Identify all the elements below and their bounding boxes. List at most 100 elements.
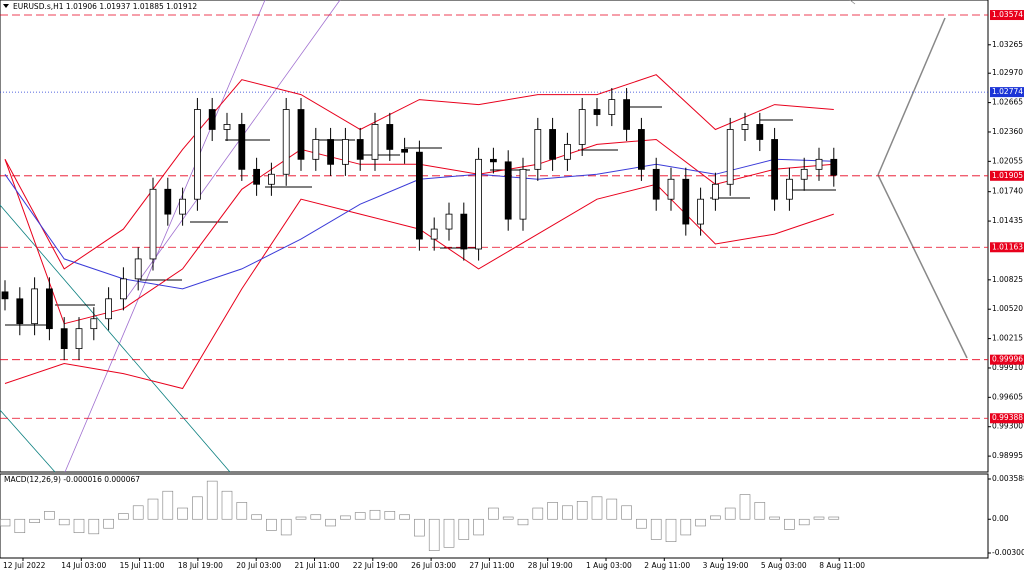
macd-bar: [29, 518, 40, 523]
level-label-box: [990, 242, 1024, 253]
y-tick-label: 1.02970: [992, 68, 1023, 77]
macd-bar: [58, 518, 70, 526]
macd-y-tick-label: 0.003588: [992, 474, 1024, 483]
y-tick-label: 0.99300: [992, 422, 1023, 431]
x-tick-label: 1 Aug 03:00: [586, 561, 632, 570]
candle-body: [741, 124, 749, 130]
candle-body: [253, 168, 261, 185]
level-label: 1.01905: [992, 171, 1023, 180]
candle-body: [415, 151, 423, 240]
x-tick-label: 22 Jul 19:00: [353, 561, 398, 570]
macd-bar: [488, 507, 499, 520]
macd-bar: [206, 480, 218, 520]
macd-bar: [769, 516, 780, 520]
chart-title: EURUSD.s,H1 1.01906 1.01937 1.01885 1.01…: [13, 2, 197, 11]
candle-body: [726, 129, 734, 185]
macd-bar: [695, 518, 706, 527]
candle-body: [608, 99, 616, 115]
macd-bar: [813, 516, 825, 520]
macd-bar: [517, 518, 529, 526]
macd-bar: [162, 490, 174, 520]
candle-body: [578, 109, 586, 145]
macd-bar: [118, 513, 129, 520]
candle-body: [327, 139, 335, 165]
candle-body: [134, 258, 142, 280]
x-tick-label: 20 Jul 03:00: [236, 561, 281, 570]
candle-body: [652, 168, 660, 200]
level-label: 0.99996: [992, 355, 1023, 364]
candle-body: [682, 178, 690, 225]
macd-bar: [547, 502, 558, 520]
y-tick-label: 1.00215: [992, 334, 1023, 343]
x-tick-label: 5 Aug 03:00: [761, 561, 807, 570]
x-tick-label: 3 Aug 19:00: [703, 561, 749, 570]
candle-body: [638, 129, 645, 170]
indicator-line: [4, 74, 834, 270]
level-label: 0.99388: [992, 413, 1023, 422]
candle-body: [519, 168, 527, 220]
candle-body: [504, 161, 512, 220]
y-tick-label: 0.99910: [992, 363, 1023, 372]
level-label: 1.02774: [992, 87, 1023, 96]
macd-bar: [251, 514, 262, 520]
x-tick-label: 14 Jul 03:00: [61, 561, 106, 570]
macd-bar: [340, 515, 351, 520]
x-tick-label: 26 Jul 03:00: [411, 561, 456, 570]
candle-body: [549, 129, 556, 160]
macd-bar: [532, 507, 544, 520]
candle-body: [90, 318, 98, 330]
candle-body: [800, 168, 808, 180]
macd-bar: [828, 516, 840, 520]
macd-bar: [221, 490, 233, 520]
macd-panel: [0, 473, 989, 559]
main-panel: [0, 0, 989, 473]
macd-bar: [384, 511, 396, 520]
macd-bar: [606, 498, 618, 520]
macd-bar: [44, 511, 55, 520]
candle-body: [475, 158, 483, 250]
macd-bar: [354, 512, 366, 520]
macd-bar: [443, 518, 455, 548]
x-tick-label: 27 Jul 11:00: [469, 561, 514, 570]
candle-body: [460, 213, 468, 250]
level-label-box: [990, 170, 1024, 181]
y-tick-label: 0.98995: [992, 451, 1023, 460]
x-tick-label: 21 Jul 11:00: [295, 561, 340, 570]
macd-bar: [739, 494, 751, 520]
candle-body: [386, 124, 394, 150]
candle-body: [16, 298, 24, 325]
level-label-box: [990, 10, 1024, 21]
macd-bar: [310, 514, 322, 520]
candle-body: [771, 139, 778, 200]
macd-bar: [665, 518, 677, 542]
macd-y-tick-label: -0.003009: [992, 548, 1024, 557]
candle-body: [830, 158, 838, 176]
candle-body: [208, 109, 216, 130]
macd-bar: [14, 518, 26, 534]
y-tick-label: 1.00520: [992, 304, 1023, 313]
candle-body: [75, 328, 83, 350]
candle-body: [667, 178, 675, 200]
y-tick-label: 1.01740: [992, 187, 1023, 196]
macd-bar: [798, 518, 810, 526]
macd-bar: [369, 509, 381, 520]
macd-bar: [473, 518, 484, 536]
trend-lines: [0, 0, 968, 473]
macd-bar: [280, 518, 292, 536]
candle-body: [341, 139, 349, 165]
candle-body: [297, 109, 305, 160]
macd-label: MACD(12,26,9) -0.000016 0.000067: [4, 475, 140, 484]
menu-triangle: [3, 4, 9, 8]
y-tick-label: 1.02055: [992, 156, 1023, 165]
y-tick-label: 0.99605: [992, 392, 1023, 401]
level-label: 1.01163: [992, 242, 1023, 251]
candle-body: [46, 288, 53, 330]
macd-bar: [754, 502, 766, 520]
macd-bar: [502, 516, 514, 520]
macd-bar: [147, 498, 159, 520]
candle-body: [267, 173, 275, 185]
macd-bar: [325, 518, 336, 527]
macd-bar: [192, 496, 203, 520]
macd-bar: [295, 516, 307, 520]
